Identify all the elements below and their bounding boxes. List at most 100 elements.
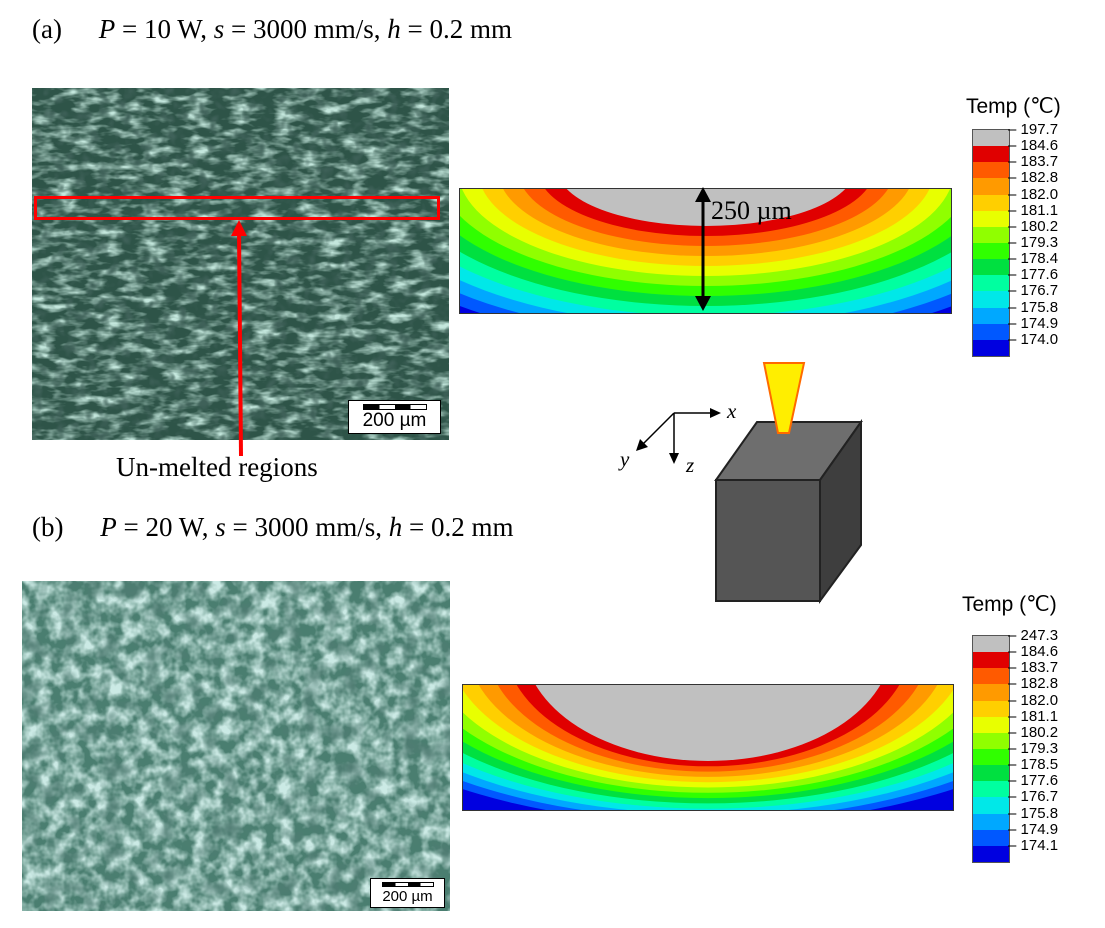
- power-value: = 10 W,: [115, 14, 214, 44]
- legend-tick-label: – 177.6: [1008, 772, 1059, 790]
- legend-tick-label: – 182.8: [1008, 169, 1059, 187]
- legend-b-title: Temp (℃): [962, 593, 1057, 616]
- legend-swatch: [973, 845, 1009, 862]
- legend-tick-label: – 184.6: [1008, 137, 1059, 155]
- legend-swatch: [973, 668, 1009, 685]
- y-axis-label: y: [620, 447, 630, 471]
- legend-swatch: [973, 130, 1009, 147]
- legend-swatch: [973, 700, 1009, 717]
- legend-swatch: [973, 146, 1009, 163]
- legend-a-colorbar: [972, 129, 1010, 357]
- legend-swatch: [973, 829, 1009, 846]
- block-front-face: [715, 479, 821, 602]
- legend-swatch: [973, 210, 1009, 227]
- legend-tick-label: – 175.8: [1008, 804, 1059, 822]
- legend-swatch: [973, 323, 1009, 340]
- hatch-symbol: h: [387, 14, 401, 44]
- unmelted-region-box: [34, 196, 440, 220]
- legend-tick-label: – 182.0: [1008, 185, 1059, 203]
- legend-swatch: [973, 684, 1009, 701]
- scale-bar-a-label: 200 µm: [362, 410, 427, 431]
- legend-tick-label: – 181.1: [1008, 707, 1059, 725]
- power-symbol: P: [100, 512, 117, 542]
- scale-bar-a: 200 µm: [348, 400, 441, 434]
- legend-tick-label: – 175.8: [1008, 298, 1059, 316]
- legend-tick-label: – 178.5: [1008, 756, 1059, 774]
- legend-swatch: [973, 178, 1009, 195]
- contour-band: [535, 684, 881, 761]
- legend-tick-label: – 174.9: [1008, 314, 1059, 332]
- legend-a-title: Temp (℃): [966, 95, 1061, 118]
- speed-symbol: s: [215, 512, 226, 542]
- legend-swatch: [973, 652, 1009, 669]
- contour-band: [565, 188, 847, 226]
- hatch-symbol: h: [388, 512, 403, 542]
- unmelted-arrow: [231, 220, 247, 457]
- legend-swatch: [973, 162, 1009, 179]
- power-value: = 20 W,: [116, 512, 216, 542]
- legend-tick-label: – 174.9: [1008, 820, 1059, 838]
- legend-swatch: [973, 636, 1009, 653]
- legend-b-ticks: – 247.3– 184.6– 183.7– 182.8– 182.0– 181…: [1008, 628, 1088, 865]
- legend-swatch: [973, 732, 1009, 749]
- legend-swatch: [973, 716, 1009, 733]
- legend-tick-label: – 184.6: [1008, 643, 1059, 661]
- legend-tick-label: – 182.0: [1008, 691, 1059, 709]
- legend-tick-label: – 176.7: [1008, 282, 1059, 300]
- speed-value: = 3000 mm/s,: [225, 512, 389, 542]
- hatch-value: = 0.2 mm: [402, 512, 514, 542]
- power-symbol: P: [98, 14, 116, 44]
- legend-tick-label: – 179.3: [1008, 234, 1059, 251]
- panel-a-caption: (a) P = 10 W, s = 3000 mm/s, h = 0.2 mm: [32, 14, 512, 45]
- schematic: [636, 362, 863, 605]
- legend-swatch: [973, 813, 1009, 830]
- x-axis-label: x: [727, 399, 737, 423]
- legend-swatch: [973, 194, 1009, 211]
- legend-tick-label: – 197.7: [1008, 121, 1059, 138]
- depth-arrow: [695, 187, 711, 311]
- scale-bar-b-ruler: [381, 882, 434, 887]
- legend-swatch: [973, 242, 1009, 260]
- speed-symbol: s: [213, 14, 225, 44]
- speed-value: = 3000 mm/s,: [224, 14, 388, 44]
- scale-bar-b: 200 µm: [370, 878, 445, 908]
- panel-a-label: (a): [32, 14, 62, 44]
- legend-tick-label: – 174.1: [1008, 836, 1059, 854]
- legend-swatch: [973, 291, 1009, 308]
- depth-label: 250 µm: [711, 196, 792, 225]
- micrograph-b: 200 µm: [22, 581, 450, 911]
- legend-swatch: [973, 765, 1009, 782]
- contour-plot-a: [459, 188, 952, 314]
- legend-tick-label: – 179.3: [1008, 740, 1059, 757]
- legend-tick-label: – 176.7: [1008, 788, 1059, 806]
- legend-swatch: [973, 275, 1009, 292]
- legend-swatch: [973, 259, 1009, 276]
- legend-swatch: [973, 339, 1009, 356]
- legend-swatch: [973, 797, 1009, 814]
- panel-b-caption: (b) P = 20 W, s = 3000 mm/s, h = 0.2 mm: [32, 512, 513, 543]
- scale-bar-b-label: 200 µm: [382, 888, 433, 905]
- panel-b-label: (b): [32, 512, 64, 542]
- legend-b-colorbar: [972, 635, 1010, 863]
- legend-swatch: [973, 781, 1009, 798]
- y-axis-line: [641, 412, 675, 446]
- legend-tick-label: – 180.2: [1008, 723, 1059, 741]
- scale-bar-a-ruler: [362, 404, 427, 410]
- z-axis-label: z: [686, 453, 695, 477]
- legend-swatch: [973, 226, 1009, 243]
- legend-tick-label: – 177.6: [1008, 266, 1059, 284]
- contour-plot-b: [462, 684, 954, 811]
- unmelted-label: Un-melted regions: [116, 452, 318, 482]
- legend-tick-label: – 247.3: [1008, 627, 1059, 644]
- laser-beam-icon: [762, 362, 806, 434]
- hatch-value: = 0.2 mm: [400, 14, 512, 44]
- legend-tick-label: – 182.8: [1008, 675, 1059, 693]
- legend-swatch: [973, 307, 1009, 324]
- legend-swatch: [973, 748, 1009, 766]
- legend-a-ticks: – 197.7– 184.6– 183.7– 182.8– 182.0– 181…: [1008, 122, 1088, 359]
- legend-tick-label: – 174.0: [1008, 330, 1059, 348]
- legend-tick-label: – 181.1: [1008, 201, 1059, 219]
- legend-tick-label: – 178.4: [1008, 250, 1059, 268]
- legend-tick-label: – 183.7: [1008, 153, 1059, 171]
- micrograph-b-texture: [22, 581, 450, 911]
